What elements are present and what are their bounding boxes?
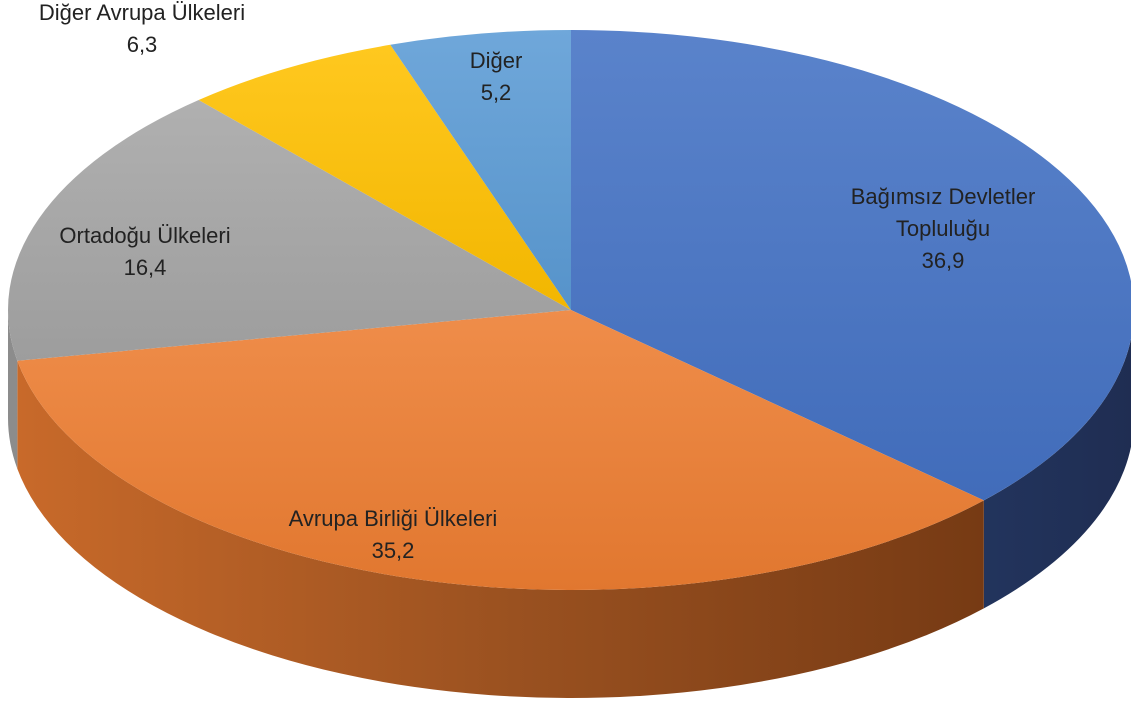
data-label-2: 16,4 [124, 255, 167, 280]
slice-label-4: Diğer [470, 48, 523, 73]
data-label-1: 35,2 [372, 538, 415, 563]
slice-label-2: Ortadoğu Ülkeleri [59, 223, 230, 248]
slice-label-0: Bağımsız Devletler [851, 184, 1036, 209]
data-label-0: 36,9 [922, 248, 965, 273]
slice-label-1: Avrupa Birliği Ülkeleri [289, 506, 498, 531]
data-label-3: 6,3 [127, 32, 158, 57]
data-label-4: 5,2 [481, 80, 512, 105]
slice-label-0: Topluluğu [896, 216, 990, 241]
pie-slices [8, 30, 1131, 590]
slice-label-3: Diğer Avrupa Ülkeleri [39, 0, 245, 25]
